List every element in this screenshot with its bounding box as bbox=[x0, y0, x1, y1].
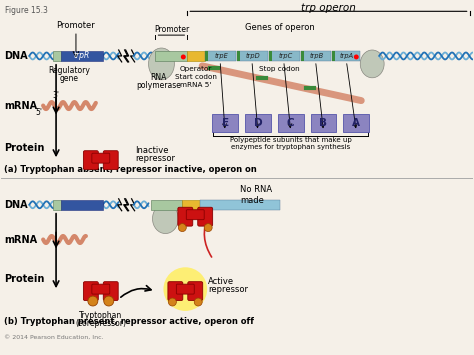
FancyBboxPatch shape bbox=[187, 51, 205, 61]
Text: repressor: repressor bbox=[136, 154, 175, 163]
FancyBboxPatch shape bbox=[245, 115, 271, 132]
FancyBboxPatch shape bbox=[301, 51, 331, 61]
Text: Genes of operon: Genes of operon bbox=[245, 23, 315, 32]
FancyBboxPatch shape bbox=[53, 51, 61, 61]
FancyBboxPatch shape bbox=[103, 151, 118, 170]
Ellipse shape bbox=[148, 48, 174, 80]
FancyBboxPatch shape bbox=[168, 282, 183, 301]
Text: DNA: DNA bbox=[4, 200, 28, 210]
Text: No RNA
made: No RNA made bbox=[240, 185, 272, 204]
Circle shape bbox=[194, 298, 202, 306]
Text: trp operon: trp operon bbox=[301, 4, 356, 13]
Text: © 2014 Pearson Education, Inc.: © 2014 Pearson Education, Inc. bbox=[4, 335, 104, 340]
Circle shape bbox=[181, 54, 186, 59]
Text: Protein: Protein bbox=[4, 143, 45, 153]
Circle shape bbox=[168, 298, 176, 306]
Text: trpB: trpB bbox=[310, 53, 324, 59]
FancyBboxPatch shape bbox=[151, 200, 182, 210]
FancyBboxPatch shape bbox=[92, 153, 110, 163]
Circle shape bbox=[204, 224, 212, 231]
Text: mRNA: mRNA bbox=[4, 100, 37, 110]
Text: Inactive: Inactive bbox=[136, 146, 169, 155]
Text: trpC: trpC bbox=[278, 53, 292, 59]
Text: Stop codon: Stop codon bbox=[259, 66, 300, 72]
Text: Tryptophan: Tryptophan bbox=[79, 311, 122, 320]
FancyBboxPatch shape bbox=[61, 200, 103, 210]
FancyBboxPatch shape bbox=[176, 284, 194, 294]
FancyBboxPatch shape bbox=[332, 51, 336, 61]
Text: A: A bbox=[352, 119, 360, 129]
FancyBboxPatch shape bbox=[205, 51, 208, 61]
Circle shape bbox=[164, 267, 207, 311]
FancyBboxPatch shape bbox=[205, 51, 236, 61]
Text: enzymes for tryptophan synthesis: enzymes for tryptophan synthesis bbox=[231, 144, 350, 150]
FancyBboxPatch shape bbox=[182, 200, 200, 210]
Text: B: B bbox=[319, 119, 328, 129]
Text: Start codon: Start codon bbox=[175, 74, 217, 80]
Text: (corepressor): (corepressor) bbox=[75, 319, 126, 328]
Text: DNA: DNA bbox=[4, 51, 28, 61]
FancyBboxPatch shape bbox=[269, 51, 272, 61]
Text: E: E bbox=[221, 119, 228, 129]
FancyBboxPatch shape bbox=[53, 200, 61, 210]
FancyBboxPatch shape bbox=[212, 115, 238, 132]
FancyBboxPatch shape bbox=[83, 151, 98, 170]
Ellipse shape bbox=[153, 204, 178, 234]
Text: (a) Tryptophan absent, repressor inactive, operon on: (a) Tryptophan absent, repressor inactiv… bbox=[4, 165, 257, 174]
FancyBboxPatch shape bbox=[278, 115, 304, 132]
FancyBboxPatch shape bbox=[343, 115, 369, 132]
FancyBboxPatch shape bbox=[92, 284, 110, 294]
FancyBboxPatch shape bbox=[155, 51, 187, 61]
FancyBboxPatch shape bbox=[301, 51, 304, 61]
Text: Figure 15.3: Figure 15.3 bbox=[5, 6, 48, 15]
FancyBboxPatch shape bbox=[188, 282, 203, 301]
FancyBboxPatch shape bbox=[61, 51, 103, 61]
Text: RNA: RNA bbox=[150, 73, 167, 82]
Text: 5': 5' bbox=[36, 109, 43, 118]
FancyBboxPatch shape bbox=[310, 115, 337, 132]
Text: (b) Tryptophan present, repressor active, operon off: (b) Tryptophan present, repressor active… bbox=[4, 317, 255, 326]
Text: polymerase: polymerase bbox=[136, 81, 181, 90]
FancyBboxPatch shape bbox=[237, 51, 268, 61]
FancyBboxPatch shape bbox=[269, 51, 300, 61]
Text: C: C bbox=[287, 119, 294, 129]
FancyBboxPatch shape bbox=[237, 51, 240, 61]
FancyBboxPatch shape bbox=[198, 207, 213, 226]
Circle shape bbox=[178, 224, 186, 231]
FancyBboxPatch shape bbox=[332, 51, 360, 61]
Text: D: D bbox=[254, 119, 262, 129]
Text: 3': 3' bbox=[53, 91, 60, 100]
Text: repressor: repressor bbox=[208, 285, 248, 294]
FancyBboxPatch shape bbox=[83, 282, 98, 301]
FancyBboxPatch shape bbox=[178, 207, 193, 226]
Circle shape bbox=[354, 54, 359, 59]
Text: trpD: trpD bbox=[246, 53, 261, 59]
FancyBboxPatch shape bbox=[103, 282, 118, 301]
Text: Promoter: Promoter bbox=[154, 25, 189, 34]
Text: Operator: Operator bbox=[180, 66, 212, 72]
Text: gene: gene bbox=[60, 74, 79, 83]
Ellipse shape bbox=[360, 50, 384, 78]
Text: mRNA: mRNA bbox=[4, 235, 37, 245]
Text: Regulatory: Regulatory bbox=[48, 66, 90, 75]
FancyBboxPatch shape bbox=[186, 210, 204, 220]
FancyBboxPatch shape bbox=[200, 200, 280, 210]
Circle shape bbox=[88, 296, 98, 306]
Text: trpR: trpR bbox=[74, 51, 90, 60]
Text: trpA: trpA bbox=[339, 53, 354, 59]
Text: trpE: trpE bbox=[215, 53, 228, 59]
Text: Active: Active bbox=[208, 277, 234, 286]
Text: mRNA 5': mRNA 5' bbox=[181, 82, 212, 88]
Text: Polypeptide subunits that make up: Polypeptide subunits that make up bbox=[230, 137, 352, 143]
Circle shape bbox=[104, 296, 114, 306]
Text: Promoter: Promoter bbox=[56, 21, 95, 30]
Text: Protein: Protein bbox=[4, 274, 45, 284]
